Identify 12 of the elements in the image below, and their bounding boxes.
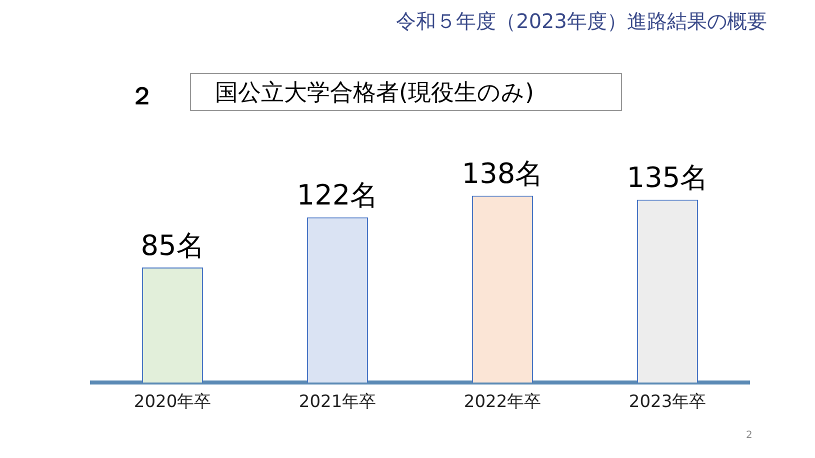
data-label: 122名	[296, 178, 378, 212]
data-label: 138名	[462, 156, 544, 190]
x-tick-label: 2023年卒	[628, 392, 706, 412]
data-label: 135名	[626, 161, 708, 194]
x-tick-label: 2022年卒	[464, 392, 542, 412]
data-label: 85名	[140, 228, 204, 262]
x-tick-label: 2020年卒	[134, 392, 212, 412]
x-tick-label: 2021年卒	[298, 392, 376, 412]
chart-subtitle: 国公立大学合格者(現役生のみ)	[190, 73, 622, 111]
text: 2	[746, 430, 752, 441]
chart-title: 令和５年度（2023年度）進路結果の概要	[396, 8, 767, 35]
text: ２	[130, 81, 154, 112]
